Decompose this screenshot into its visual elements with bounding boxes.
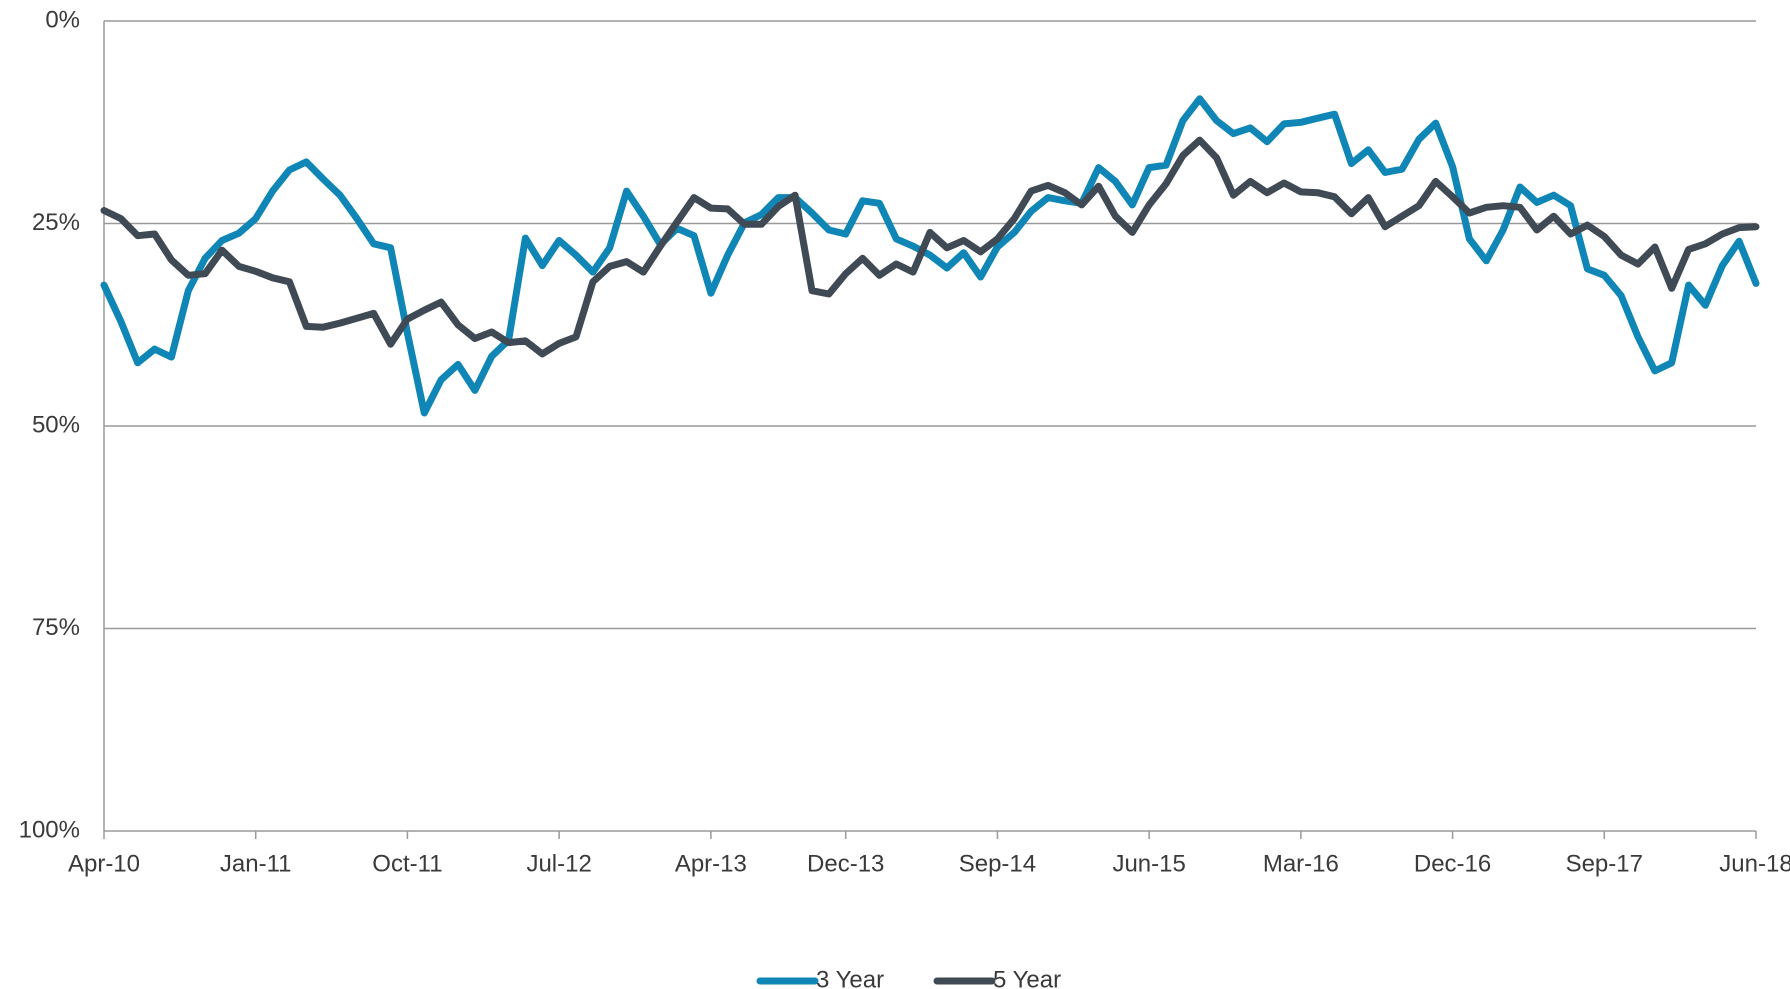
y-tick-label: 25%	[32, 209, 80, 236]
x-tick-label: Dec-13	[807, 850, 884, 877]
x-tick-label: Mar-16	[1263, 850, 1339, 877]
x-tick-label: Sep-17	[1566, 850, 1643, 877]
x-tick-label: Jun-15	[1112, 850, 1185, 877]
series-line	[100, 136, 1760, 358]
x-tick-label: Dec-16	[1414, 850, 1491, 877]
y-tick-label: 75%	[32, 614, 80, 641]
series-line	[100, 95, 1760, 417]
x-tick-label: Jan-11	[220, 850, 292, 877]
legend-label: 5 Year	[993, 966, 1061, 989]
y-tick-label: 50%	[32, 411, 80, 438]
legend-label: 3 Year	[816, 966, 884, 989]
y-tick-label: 100%	[19, 816, 80, 843]
x-tick-label: Jul-12	[526, 850, 591, 877]
x-tick-label: Sep-14	[959, 850, 1036, 877]
y-tick-label: 0%	[45, 6, 80, 33]
x-tick-label: Oct-11	[372, 850, 442, 877]
x-tick-label: Jun-18	[1719, 850, 1790, 877]
x-tick-label: Apr-13	[675, 850, 747, 877]
x-tick-label: Apr-10	[68, 850, 140, 877]
